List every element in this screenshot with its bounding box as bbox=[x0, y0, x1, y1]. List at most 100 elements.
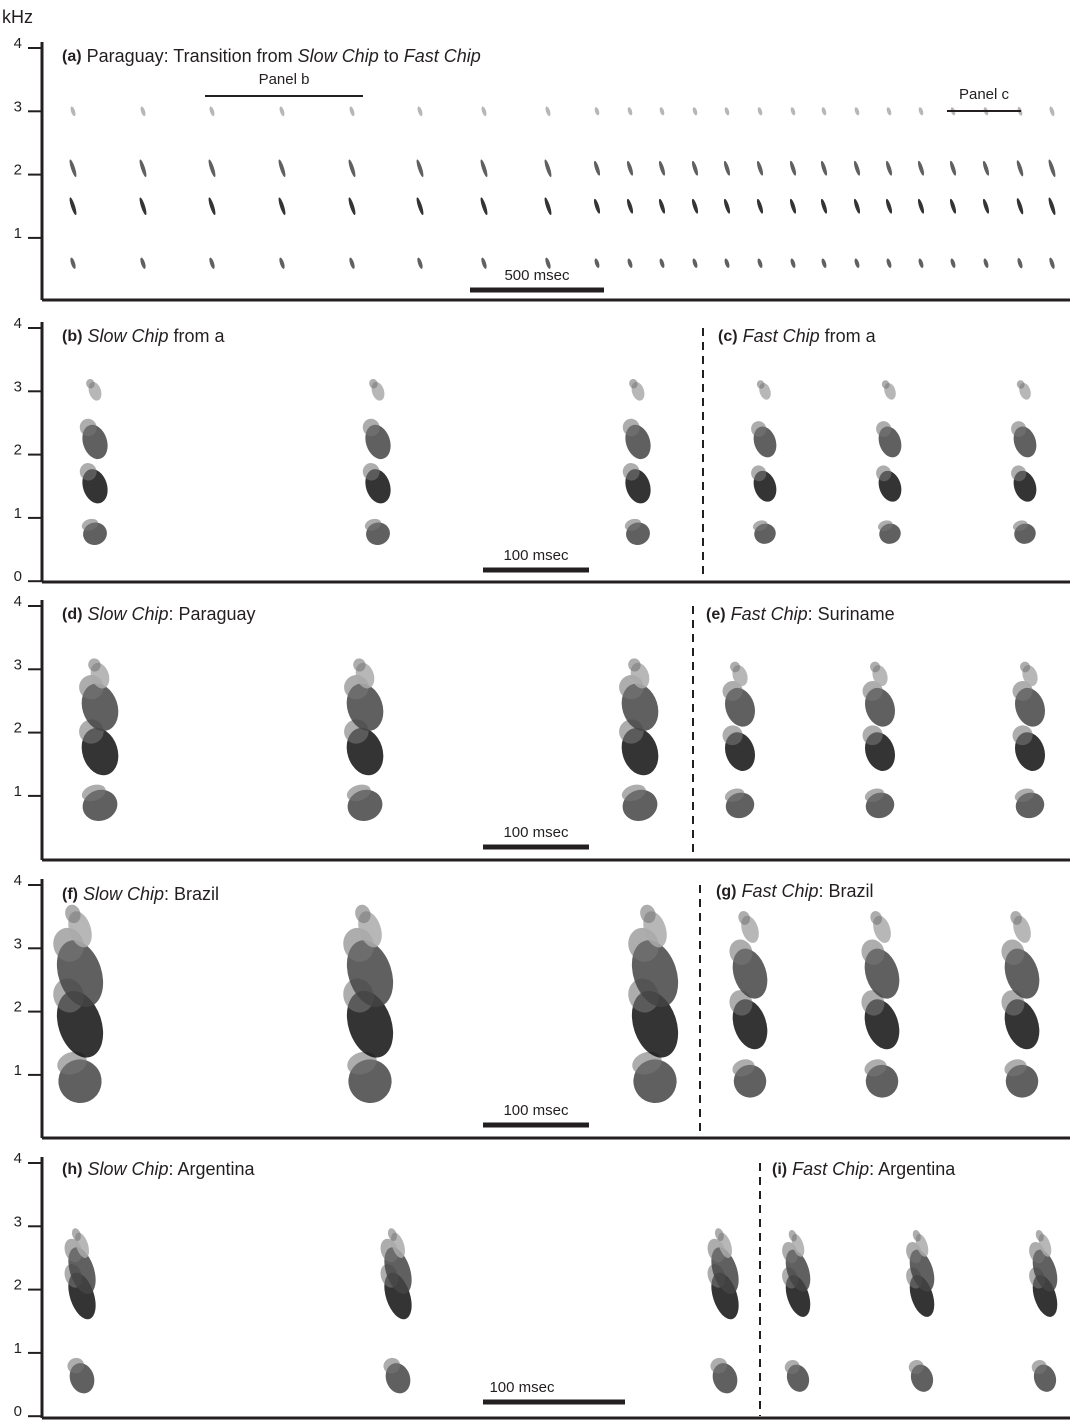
spectrogram-blob bbox=[480, 257, 487, 269]
page: kHz 4321500 msecPanel bPanel c(a) Paragu… bbox=[0, 0, 1070, 1422]
spectrogram-blob bbox=[983, 258, 990, 269]
spectrogram-blob bbox=[659, 107, 665, 116]
spectrogram-blob bbox=[138, 159, 148, 178]
y-tick-label: 4 bbox=[14, 593, 22, 610]
spectrogram-blob bbox=[854, 258, 861, 269]
panel-title-part: : Suriname bbox=[808, 604, 895, 624]
spectrogram-blob bbox=[208, 257, 215, 269]
panel-label: (h) bbox=[62, 1161, 82, 1178]
spectrogram-blob bbox=[626, 160, 635, 176]
spectrogram-blob bbox=[757, 258, 764, 269]
spectrogram-blob bbox=[789, 198, 798, 214]
y-tick-label: 4 bbox=[14, 35, 22, 52]
spectrogram-blob bbox=[593, 198, 602, 214]
panel-title-part: : Brazil bbox=[164, 884, 219, 904]
panel-label: (c) bbox=[718, 328, 738, 345]
annotation-label: Panel c bbox=[959, 86, 1010, 103]
spectrogram-blob bbox=[918, 107, 924, 116]
y-tick-label: 1 bbox=[14, 1340, 22, 1357]
scale-bar-label: 100 msec bbox=[503, 547, 569, 564]
spectrogram-blob bbox=[886, 258, 893, 269]
spectrogram-blob bbox=[140, 106, 147, 117]
spectrogram-blob bbox=[349, 106, 356, 117]
spectrogram-blob bbox=[790, 258, 797, 269]
spectrogram-blob bbox=[1049, 106, 1056, 117]
spectrogram-blob bbox=[348, 257, 355, 269]
spectrogram-blob bbox=[207, 159, 217, 178]
spectrogram-blob bbox=[757, 107, 763, 116]
spectrogram-blob bbox=[821, 107, 827, 116]
panel-title-part: from a bbox=[820, 326, 877, 346]
spectrogram-blob bbox=[790, 107, 796, 116]
spectrogram-blob bbox=[479, 197, 489, 216]
spectrogram-blob bbox=[277, 159, 287, 178]
panel-title: (e) Fast Chip: Suriname bbox=[706, 604, 895, 624]
panel-label: (b) bbox=[62, 328, 82, 345]
spectrogram-blob bbox=[886, 107, 892, 116]
spectrogram-blob bbox=[885, 160, 894, 176]
panel-title-part: Paraguay: Transition from bbox=[82, 46, 298, 66]
spectrogram-blob bbox=[949, 160, 958, 176]
panel-title-part: to bbox=[379, 46, 404, 66]
spectrogram-blob bbox=[278, 257, 285, 269]
y-tick-label: 3 bbox=[14, 378, 22, 395]
annotation-label: Panel b bbox=[259, 71, 310, 88]
spectrogram-blob bbox=[756, 160, 765, 176]
spectrogram-blob bbox=[918, 258, 925, 269]
spectrogram-blob bbox=[756, 198, 765, 214]
spectrogram-blob bbox=[70, 106, 77, 117]
spectrogram-blob bbox=[949, 198, 958, 214]
spectrogram-blob bbox=[789, 160, 798, 176]
spectrogram-blob bbox=[1047, 197, 1057, 216]
panel-title-part: : Argentina bbox=[869, 1159, 956, 1179]
spectrogram-blob bbox=[69, 257, 76, 269]
panel-label: (a) bbox=[62, 48, 82, 65]
spectrogram-blob bbox=[950, 258, 957, 269]
spectrogram-blob bbox=[982, 198, 991, 214]
y-tick-label: 4 bbox=[14, 872, 22, 889]
y-tick-label: 1 bbox=[14, 225, 22, 242]
spectrogram-blob bbox=[692, 258, 699, 269]
y-tick-label: 0 bbox=[14, 568, 22, 585]
spectrogram-blob bbox=[594, 258, 601, 269]
panel-label: (f) bbox=[62, 886, 78, 903]
spectrogram-blob bbox=[415, 159, 425, 178]
panel-title: (i) Fast Chip: Argentina bbox=[772, 1159, 956, 1179]
spectrogram-blob bbox=[417, 106, 424, 117]
spectrogram-blob bbox=[347, 159, 357, 178]
y-tick-label: 2 bbox=[14, 442, 22, 459]
spectrogram-blob bbox=[723, 160, 732, 176]
spectrogram-blob bbox=[1047, 159, 1057, 178]
spectrogram-blob bbox=[658, 198, 667, 214]
y-tick-label: 0 bbox=[14, 1403, 22, 1420]
spectrogram-blob bbox=[415, 197, 425, 216]
spectrogram-blob bbox=[885, 198, 894, 214]
spectrogram-blob bbox=[279, 106, 286, 117]
spectrogram-blob bbox=[209, 106, 216, 117]
y-tick-label: 1 bbox=[14, 783, 22, 800]
panel-title-part: Fast Chip bbox=[792, 1159, 869, 1179]
spectrogram-blob bbox=[723, 198, 732, 214]
panel-title-part: Slow Chip bbox=[83, 884, 164, 904]
y-tick-label: 3 bbox=[14, 656, 22, 673]
panel-title-part: : Brazil bbox=[818, 881, 873, 901]
panel-label: (g) bbox=[716, 883, 736, 900]
y-tick-label: 2 bbox=[14, 999, 22, 1016]
panel-title: (f) Slow Chip: Brazil bbox=[62, 884, 219, 904]
panel-title: (h) Slow Chip: Argentina bbox=[62, 1159, 256, 1179]
spectrogram-blob bbox=[691, 198, 700, 214]
spectrogram-blob bbox=[626, 198, 635, 214]
spectrogram-blob bbox=[139, 257, 146, 269]
panel-title: (g) Fast Chip: Brazil bbox=[716, 881, 874, 901]
scale-bar-label: 100 msec bbox=[489, 1379, 555, 1396]
panel-title-part: Fast Chip bbox=[404, 46, 481, 66]
spectrogram-blob bbox=[691, 160, 700, 176]
scale-bar-label: 100 msec bbox=[503, 1102, 569, 1119]
panel-title: (b) Slow Chip from a bbox=[62, 326, 226, 346]
panel-title: (d) Slow Chip: Paraguay bbox=[62, 604, 256, 624]
spectrogram-blob bbox=[820, 160, 829, 176]
spectrogram-blob bbox=[207, 197, 217, 216]
y-tick-label: 4 bbox=[14, 315, 22, 332]
spectrogram-blob bbox=[479, 159, 489, 178]
panel-title-part: Slow Chip bbox=[87, 326, 168, 346]
